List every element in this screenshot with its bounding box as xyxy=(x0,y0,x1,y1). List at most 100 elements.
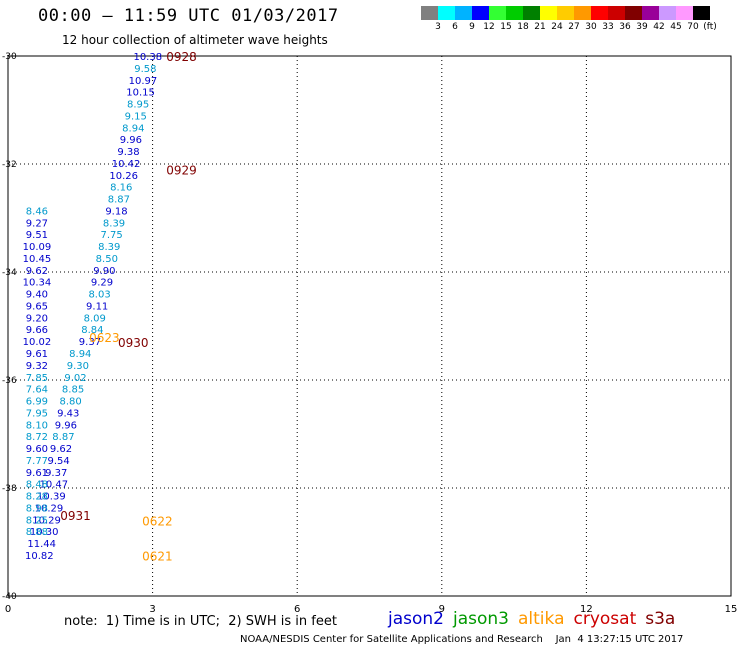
color-scale-swatch xyxy=(438,6,455,20)
wave-height-value: 6.99 xyxy=(26,397,48,408)
y-tick-label: -38 xyxy=(2,484,17,494)
color-scale-swatch xyxy=(489,6,506,20)
wave-height-value: 8.39 xyxy=(103,218,125,229)
wave-height-value: 8.25 xyxy=(26,515,48,526)
wave-height-value: 9.58 xyxy=(134,64,156,75)
time-label: 0622 xyxy=(142,514,173,528)
wave-height-value: 8.87 xyxy=(52,432,74,443)
color-scale-label: 39 xyxy=(636,22,648,32)
color-scale-swatch xyxy=(557,6,574,20)
color-scale-swatch xyxy=(472,6,489,20)
wave-height-value: 8.88 xyxy=(26,527,48,538)
wave-height-value: 10.38 xyxy=(133,52,162,63)
wave-height-value: 9.96 xyxy=(120,135,142,146)
wave-height-value: 8.50 xyxy=(96,254,118,265)
wave-height-value: 8.39 xyxy=(98,242,120,253)
wave-height-value: 9.96 xyxy=(55,420,77,431)
color-scale-bar xyxy=(421,6,710,20)
wave-height-value: 10.47 xyxy=(39,480,68,491)
x-tick-label: 12 xyxy=(580,604,593,615)
wave-height-value: 8.03 xyxy=(88,290,110,301)
color-scale-label: 45 xyxy=(670,22,682,32)
color-scale-swatch xyxy=(523,6,540,20)
color-scale-label: 42 xyxy=(653,22,665,32)
wave-height-value: 9.43 xyxy=(57,408,79,419)
color-scale-swatch xyxy=(676,6,693,20)
wave-height-value: 9.38 xyxy=(117,147,139,158)
chart-subtitle: 12 hour collection of altimeter wave hei… xyxy=(62,33,328,47)
color-scale-label: 18 xyxy=(517,22,529,32)
wave-height-value: 10.39 xyxy=(37,492,66,503)
wave-height-value: 8.95 xyxy=(127,100,149,111)
color-scale-label: 12 xyxy=(483,22,495,32)
wave-height-value: 10.82 xyxy=(25,551,54,562)
wave-height-value: 10.42 xyxy=(112,159,141,170)
color-scale-label: 24 xyxy=(551,22,563,32)
legend-entry-jason2: jason2 xyxy=(388,609,444,629)
wave-height-value: 9.61 xyxy=(26,349,48,360)
y-tick-label: -34 xyxy=(2,268,17,278)
wave-height-value: 9.27 xyxy=(26,218,48,229)
color-scale-label: 36 xyxy=(619,22,631,32)
wave-height-value: 9.29 xyxy=(91,278,113,289)
legend-entry-s3a: s3a xyxy=(645,609,676,629)
wave-height-value: 9.62 xyxy=(26,266,48,277)
color-scale-swatch xyxy=(642,6,659,20)
wave-height-value: 9.11 xyxy=(86,301,108,312)
wave-height-value: 9.40 xyxy=(26,290,48,301)
color-scale-label: 6 xyxy=(452,22,458,32)
wave-height-value: 10.29 xyxy=(35,503,64,514)
wave-height-value: 10.45 xyxy=(23,254,52,265)
wave-height-value: 8.09 xyxy=(84,313,106,324)
wave-height-value: 9.90 xyxy=(93,266,115,277)
legend-entry-altika: altika xyxy=(518,609,565,629)
color-scale-label: 70 xyxy=(687,22,699,32)
wave-height-value: 9.15 xyxy=(125,111,147,122)
wave-height-value: 8.16 xyxy=(110,183,132,194)
page-title: 00:00 — 11:59 UTC 01/03/2017 xyxy=(38,6,339,26)
wave-height-value: 7.85 xyxy=(26,373,48,384)
wave-height-value: 10.09 xyxy=(23,242,52,253)
wave-height-value: 8.94 xyxy=(122,123,144,134)
credit-line: NOAA/NESDIS Center for Satellite Applica… xyxy=(240,634,684,645)
time-label: 0623 xyxy=(89,331,120,345)
time-label: 0929 xyxy=(166,163,197,177)
wave-height-value: 11.44 xyxy=(27,539,56,550)
wave-height-value: 7.75 xyxy=(100,230,122,241)
legend-entry-cryosat: cryosat xyxy=(573,609,637,629)
wave-height-value: 9.20 xyxy=(26,313,48,324)
wave-height-value: 10.15 xyxy=(126,88,155,99)
wave-height-value: 8.10 xyxy=(26,420,48,431)
wave-height-value: 10.29 xyxy=(32,515,61,526)
wave-height-value: 9.02 xyxy=(64,373,86,384)
color-scale-label: 30 xyxy=(585,22,597,32)
time-label: 0928 xyxy=(166,50,197,64)
y-tick-label: -36 xyxy=(2,376,17,386)
wave-height-value: 9.30 xyxy=(67,361,89,372)
time-label: 0930 xyxy=(118,336,149,350)
color-scale-swatch xyxy=(540,6,557,20)
y-tick-label: -40 xyxy=(2,592,17,602)
color-scale-swatch xyxy=(625,6,642,20)
wave-height-value: 9.62 xyxy=(50,444,72,455)
wave-height-value: 9.37 xyxy=(79,337,101,348)
color-scale-label: 3 xyxy=(435,22,441,32)
wave-height-value: 8.85 xyxy=(62,385,84,396)
color-scale-label: 21 xyxy=(534,22,546,32)
y-tick-label: -30 xyxy=(2,52,17,62)
wave-height-value: 8.87 xyxy=(108,195,130,206)
satellite-legend: jason2 jason3 altika cryosat s3a xyxy=(388,609,684,629)
wave-height-value: 7.95 xyxy=(26,408,48,419)
color-scale-swatch xyxy=(421,6,438,20)
y-tick-label: -32 xyxy=(2,160,17,170)
color-scale-swatch xyxy=(659,6,676,20)
wave-height-value: 9.18 xyxy=(105,206,127,217)
legend-entry-jason3: jason3 xyxy=(453,609,509,629)
wave-height-value: 9.60 xyxy=(26,444,48,455)
wave-height-value: 7.77 xyxy=(26,456,48,467)
wave-height-value: 9.32 xyxy=(26,361,48,372)
color-scale-label: 15 xyxy=(500,22,512,32)
time-label: 0931 xyxy=(60,509,91,523)
wave-height-value: 8.80 xyxy=(60,397,82,408)
